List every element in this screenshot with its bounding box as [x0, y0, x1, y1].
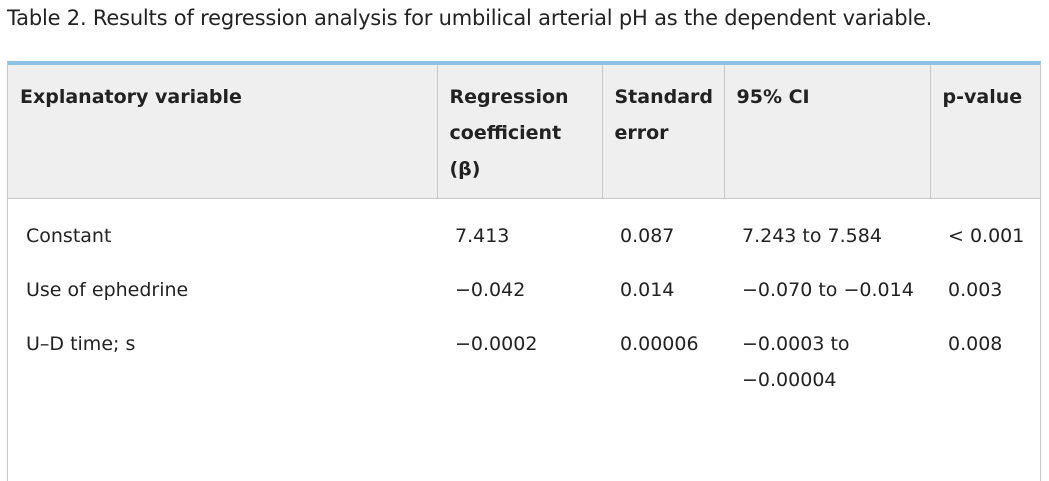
- header-p-value: p-value: [929, 65, 1040, 199]
- table-caption: Table 2. Results of regression analysis …: [7, 6, 932, 30]
- cell-p-value: 0.008: [948, 333, 1003, 355]
- cell-coefficient: −0.042: [455, 279, 526, 301]
- cell-coefficient: −0.0002: [455, 333, 538, 355]
- cell-standard-error: 0.00006: [620, 333, 699, 355]
- header-regression-coefficient: Regression coefficient (β): [436, 65, 602, 199]
- table-row: Constant 7.413 0.087 7.243 to 7.584 < 0.…: [8, 199, 1040, 255]
- regression-table: Explanatory variable Regression coeffici…: [8, 65, 1040, 398]
- cell-variable: Use of ephedrine: [26, 279, 189, 301]
- header-standard-error: Standard error: [601, 65, 724, 199]
- cell-variable: Constant: [26, 225, 112, 247]
- cell-variable: U–D time; s: [26, 333, 136, 355]
- header-95-ci: 95% CI: [723, 65, 930, 199]
- cell-ci: −0.0003 to −0.00004: [742, 333, 850, 391]
- cell-p-value: < 0.001: [948, 225, 1025, 247]
- cell-p-value: 0.003: [948, 279, 1003, 301]
- table-row: Use of ephedrine −0.042 0.014 −0.070 to …: [8, 254, 1040, 308]
- regression-table-container: Explanatory variable Regression coeffici…: [7, 61, 1041, 481]
- cell-standard-error: 0.087: [620, 225, 675, 247]
- table-caption-label: Table 2.: [7, 6, 87, 30]
- cell-ci: −0.070 to −0.014: [742, 279, 914, 301]
- table-header-row: Explanatory variable Regression coeffici…: [8, 65, 1040, 199]
- table-row: U–D time; s −0.0002 0.00006 −0.0003 to −…: [8, 308, 1040, 398]
- table-caption-text: Results of regression analysis for umbil…: [92, 6, 933, 30]
- cell-standard-error: 0.014: [620, 279, 675, 301]
- header-explanatory-variable: Explanatory variable: [8, 65, 437, 199]
- cell-ci: 7.243 to 7.584: [742, 225, 882, 247]
- cell-coefficient: 7.413: [455, 225, 510, 247]
